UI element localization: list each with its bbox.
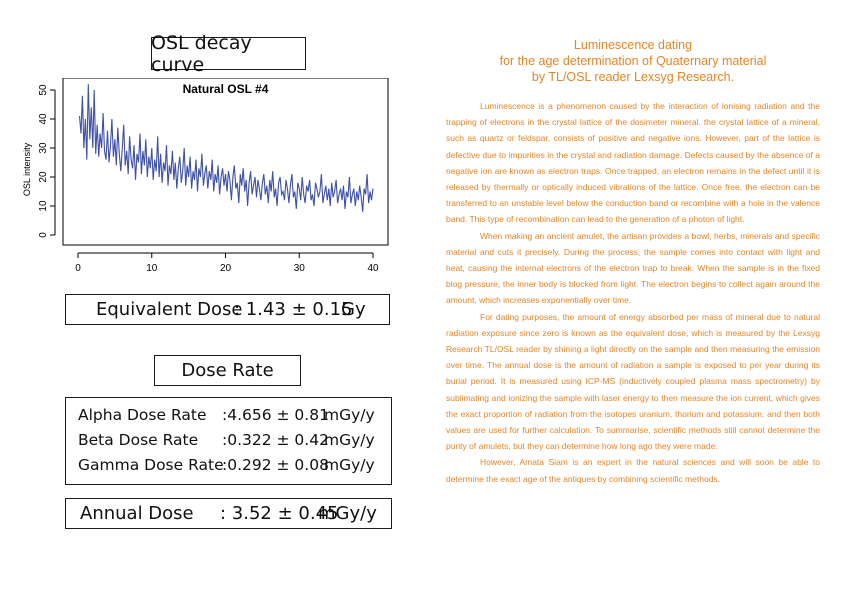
osl-series-line xyxy=(78,84,374,212)
x-tick-label: 30 xyxy=(294,263,306,274)
chart-title: Natural OSL #4 xyxy=(183,82,269,96)
dose-rate-table: Alpha Dose Rate :4.656 ± 0.81 mGy/y Beta… xyxy=(65,397,392,485)
osl-title-box xyxy=(151,37,306,70)
x-tick-label: 10 xyxy=(146,263,158,274)
dose-rate-label: Gamma Dose Rate xyxy=(78,456,224,474)
y-tick-label: 0 xyxy=(38,232,49,238)
article-heading-line: by TL/OSL reader Lexsyg Research. xyxy=(531,70,735,84)
dose-rate-title-box xyxy=(154,355,301,386)
dose-rate-label: Alpha Dose Rate xyxy=(78,406,207,424)
equivalent-dose-unit: Gy xyxy=(341,299,366,320)
equivalent-dose-box: Equivalent Dose : 1.43 ± 0.15 Gy xyxy=(65,294,390,325)
annual-dose-label: Annual Dose xyxy=(80,503,194,524)
x-tick-label: 20 xyxy=(220,263,232,274)
osl-decay-chart: Natural OSL #4 0 10 20 30 40 0 10 20 30 40 50 OSL in… xyxy=(22,78,389,274)
annual-dose-box: Annual Dose : 3.52 ± 0.45 mGy/y xyxy=(65,498,392,529)
dose-rate-value: :0.292 ± 0.08 xyxy=(222,456,329,474)
article-heading-line: for the age determination of Quaternary … xyxy=(499,54,767,68)
x-tick-label: 40 xyxy=(367,263,379,274)
equivalent-dose-value: : 1.43 ± 0.15 xyxy=(234,299,353,320)
dose-rate-value: :4.656 ± 0.81 xyxy=(222,406,329,424)
osl-title: OSL decay curve xyxy=(151,31,252,76)
dose-rate-unit: mGy/y xyxy=(324,431,375,449)
article-body: Luminescence is a phenomenon caused by t… xyxy=(446,98,820,487)
article-paragraph: When making an ancient amulet, the artis… xyxy=(446,230,820,306)
annual-dose-unit: mGy/y xyxy=(318,503,377,524)
dose-rate-title: Dose Rate xyxy=(181,360,274,381)
article-paragraph: However, Amata Siam is an expert in the … xyxy=(446,457,820,484)
x-tick-label: 0 xyxy=(75,263,81,274)
plot-frame xyxy=(62,78,389,246)
y-tick-label: 30 xyxy=(38,142,49,154)
annual-dose-value: : 3.52 ± 0.45 xyxy=(220,503,339,524)
article-paragraph: For dating purposes, the amount of energ… xyxy=(446,311,820,452)
equivalent-dose-label: Equivalent Dose xyxy=(96,299,243,320)
article-paragraph: Luminescence is a phenomenon caused by t… xyxy=(446,101,820,225)
dose-rate-value: :0.322 ± 0.42 xyxy=(222,431,329,449)
y-tick-label: 10 xyxy=(38,200,49,212)
dose-rate-unit: mGy/y xyxy=(324,406,375,424)
article-heading-line: Luminescence dating xyxy=(573,38,693,52)
y-tick-label: 50 xyxy=(38,84,49,96)
dose-rate-label: Beta Dose Rate xyxy=(78,431,199,449)
y-tick-label: 40 xyxy=(38,113,49,125)
article-heading: Luminescence dating for the age determin… xyxy=(446,37,820,85)
y-tick-label: 20 xyxy=(38,171,49,183)
dose-rate-unit: mGy/y xyxy=(324,456,375,474)
y-axis-label: OSL intensity xyxy=(22,142,32,196)
